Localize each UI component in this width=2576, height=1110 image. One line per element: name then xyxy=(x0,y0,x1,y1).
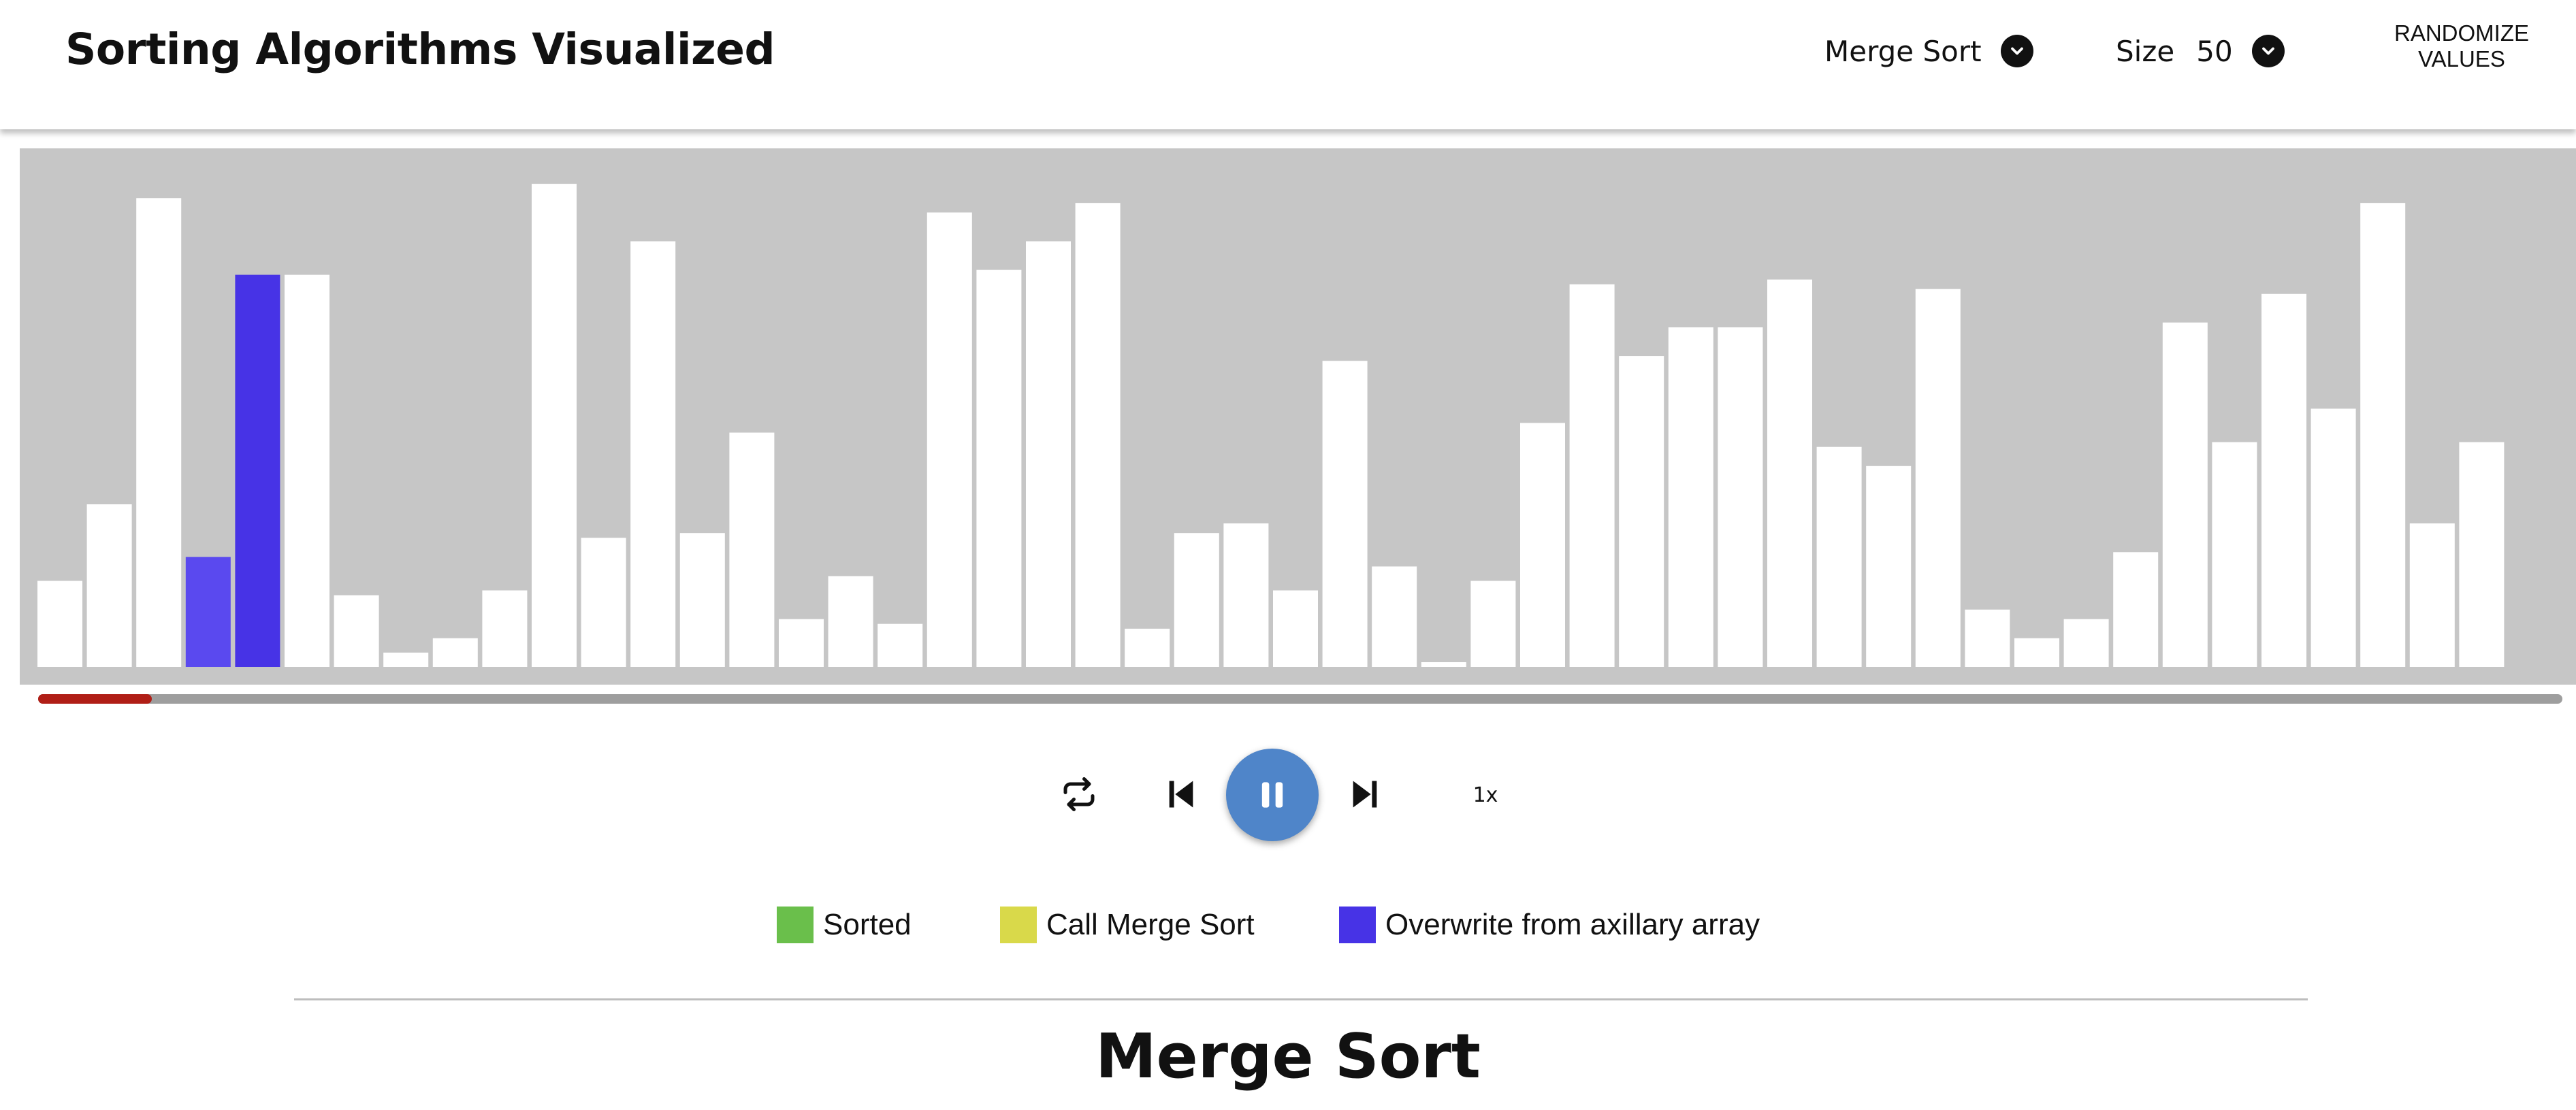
section-divider xyxy=(294,998,2308,1000)
chart-bar xyxy=(927,212,972,667)
chart-bar xyxy=(1520,423,1565,667)
repeat-icon xyxy=(1063,777,1095,811)
chart-bar xyxy=(1174,533,1219,667)
legend-item-sorted: Sorted xyxy=(777,907,912,943)
chart-bar xyxy=(1569,284,1615,667)
progress-fill xyxy=(38,694,152,704)
chart-bar xyxy=(2360,203,2406,667)
algorithm-select[interactable]: Merge Sort xyxy=(1824,27,2033,75)
chart-bar xyxy=(2459,442,2505,667)
chart-bar xyxy=(679,533,725,667)
chart-bar xyxy=(86,504,132,667)
size-select[interactable]: Size 50 xyxy=(2116,27,2285,75)
chart-bar xyxy=(878,623,923,667)
chart-bar xyxy=(2162,322,2208,667)
pause-icon xyxy=(1261,782,1283,808)
chart-bar xyxy=(630,241,676,667)
chart-bar xyxy=(1915,289,1961,667)
chevron-down-icon xyxy=(2251,35,2285,67)
chart-bar xyxy=(581,538,626,667)
repeat-button[interactable] xyxy=(1055,770,1103,818)
chart-bar xyxy=(1322,361,1368,667)
chart-bar xyxy=(1075,203,1121,667)
chart-bar xyxy=(1223,523,1269,667)
app-header: Sorting Algorithms Visualized Merge Sort… xyxy=(0,0,2576,129)
size-select-value: 50 xyxy=(2196,34,2233,68)
chart-bar xyxy=(2063,619,2109,667)
chart-bar xyxy=(1816,446,1862,667)
chart-bar xyxy=(1767,279,1812,667)
chart-bar xyxy=(1718,327,1763,667)
pause-button[interactable] xyxy=(1226,749,1319,841)
size-select-label: Size xyxy=(2116,34,2175,68)
legend-swatch-sorted xyxy=(777,907,814,943)
legend-item-call-merge-sort: Call Merge Sort xyxy=(1000,907,1255,943)
progress-slider[interactable] xyxy=(38,694,2562,704)
chart-bar xyxy=(285,274,329,667)
algorithm-select-value: Merge Sort xyxy=(1824,34,1982,68)
randomize-values-button[interactable]: RANDOMIZE VALUES xyxy=(2374,20,2549,72)
chart-bar xyxy=(1619,356,1664,667)
chevron-down-icon xyxy=(2000,35,2033,67)
chart-bar xyxy=(828,576,873,667)
chart-bar xyxy=(136,198,182,667)
chart-bar xyxy=(532,184,577,668)
chart-bar xyxy=(2212,442,2257,667)
chart-bar xyxy=(2311,408,2356,667)
chart-bar xyxy=(185,557,231,667)
legend-label-overwrite: Overwrite from axillary array xyxy=(1385,908,1760,941)
chart-bar xyxy=(1026,241,1071,667)
chart-bar xyxy=(2261,293,2306,667)
chart-bar xyxy=(383,652,429,667)
speed-button[interactable]: 1x xyxy=(1472,783,1498,807)
bar-chart xyxy=(20,148,2576,685)
randomize-label-line2: VALUES xyxy=(2418,46,2505,71)
chart-bar xyxy=(1273,590,1318,667)
legend-item-overwrite: Overwrite from axillary array xyxy=(1339,907,1760,943)
legend-swatch-overwrite xyxy=(1339,907,1376,943)
section-title: Merge Sort xyxy=(1095,1021,1481,1092)
step-forward-button[interactable] xyxy=(1341,770,1389,818)
chart-bar xyxy=(334,595,379,667)
legend-label-call-merge-sort: Call Merge Sort xyxy=(1046,908,1255,941)
randomize-label-line1: RANDOMIZE xyxy=(2394,20,2529,46)
chart-bar xyxy=(1125,628,1170,667)
chart-bar xyxy=(976,270,1022,668)
chart-bar xyxy=(1866,466,1912,667)
chart-bar xyxy=(482,590,528,667)
chart-bar xyxy=(729,432,775,667)
legend-label-sorted: Sorted xyxy=(823,908,912,941)
chart-bar xyxy=(2113,552,2159,667)
step-back-button[interactable] xyxy=(1157,770,1205,818)
skip-next-icon xyxy=(1353,781,1377,808)
chart-bar xyxy=(235,274,280,667)
chart-bar xyxy=(37,581,82,667)
legend-swatch-call-merge-sort xyxy=(1000,907,1037,943)
app-title: Sorting Algorithms Visualized xyxy=(65,25,775,74)
chart-bar xyxy=(1372,566,1417,667)
chart-bar xyxy=(432,638,478,667)
chart-bar xyxy=(1668,327,1713,667)
bar-chart-svg xyxy=(37,184,2505,668)
chart-bar xyxy=(1470,581,1516,667)
chart-bar xyxy=(779,619,824,667)
chart-bar xyxy=(1421,662,1466,667)
chart-bar xyxy=(1965,609,2010,667)
chart-bar xyxy=(2409,523,2455,667)
skip-previous-icon xyxy=(1169,781,1193,808)
chart-bar xyxy=(2014,638,2059,667)
